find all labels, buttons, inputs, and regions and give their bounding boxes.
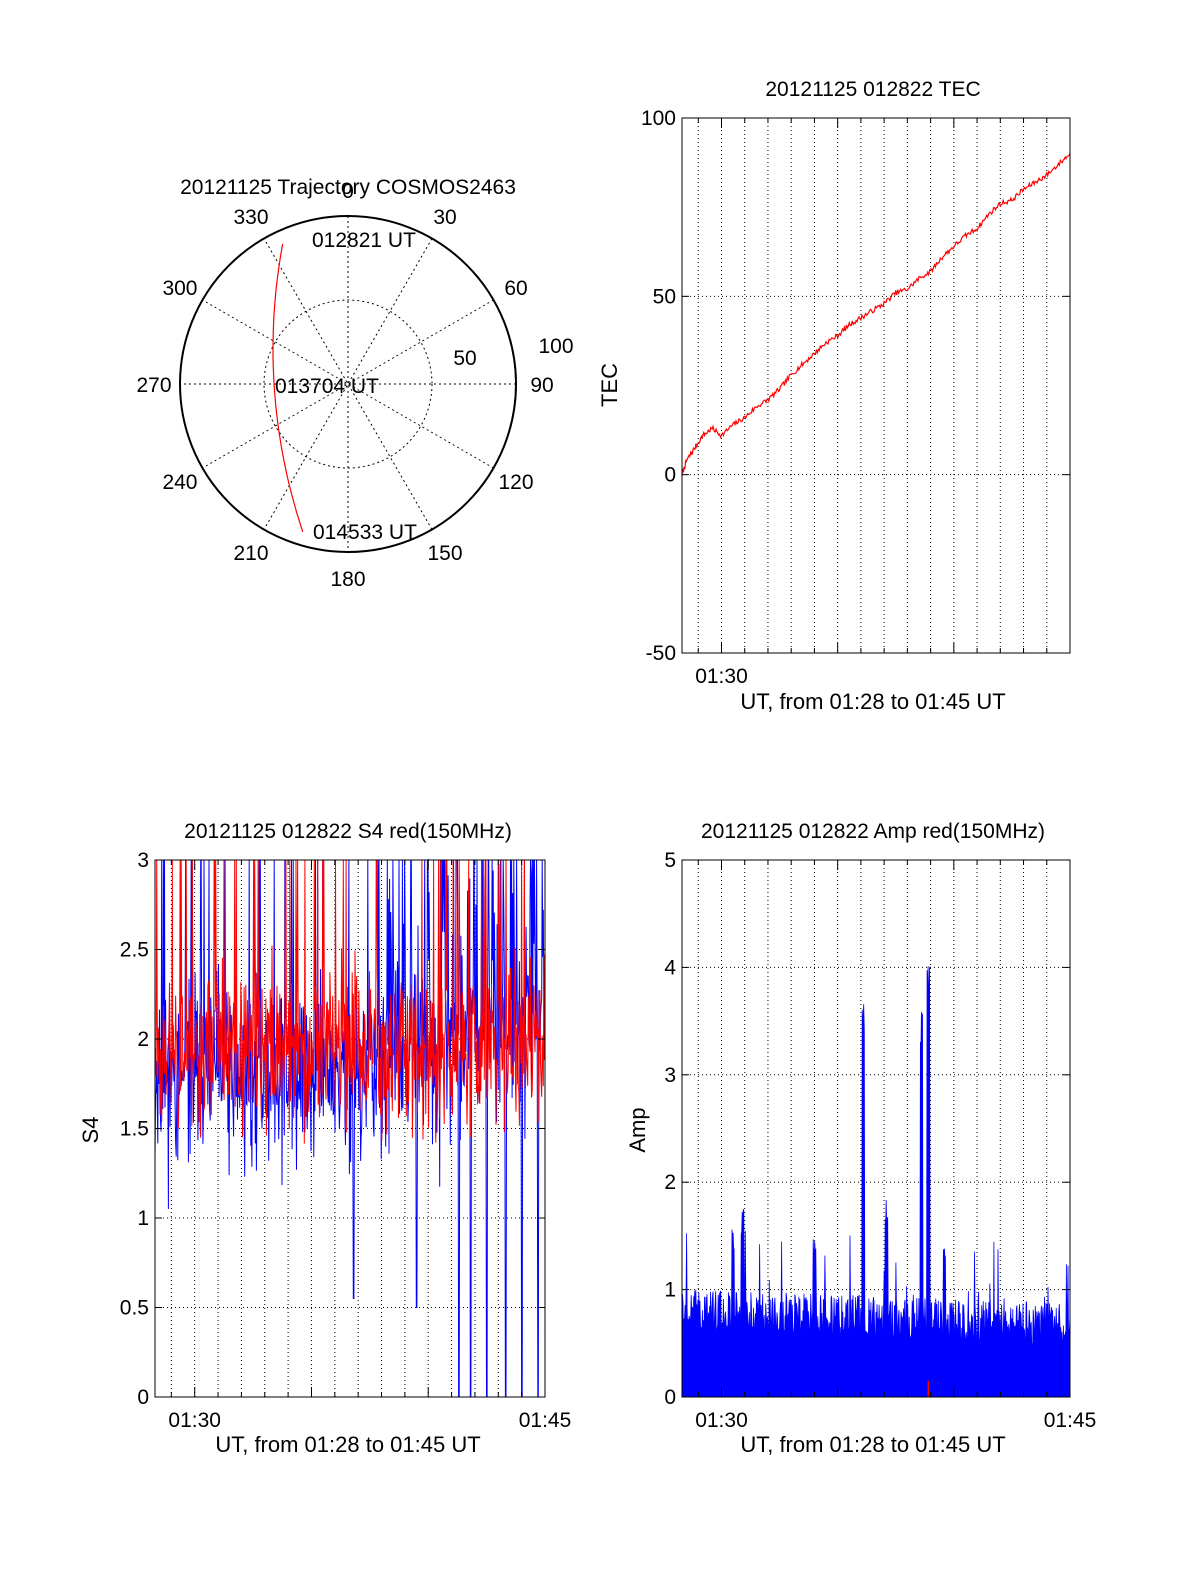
s4-series <box>154 858 546 1398</box>
polar-spoke <box>263 238 433 530</box>
polar-spoke <box>202 299 494 469</box>
polar-azimuth-label: 330 <box>233 206 268 229</box>
s4-x-ticks: 01:30 01:45 <box>168 860 571 1432</box>
amp-series <box>681 966 1071 1398</box>
polar-azimuth-label: 210 <box>233 542 268 565</box>
amp-ytick-label: 3 <box>664 1064 676 1087</box>
amp-blue-series <box>681 966 1071 1398</box>
tec-y-ticks: -50 0 50 100 <box>641 107 1070 665</box>
tec-ytick-label: -50 <box>646 642 676 665</box>
tec-x-ticks: 01:30 <box>695 118 1071 688</box>
s4-ytick-label: 1.5 <box>120 1118 149 1141</box>
amp-y-label: Amp <box>625 1107 650 1152</box>
s4-x-label: UT, from 01:28 to 01:45 UT <box>215 1432 480 1457</box>
trajectory-polar-plot: 20121125 Trajectory COSMOS2463 0 30 60 90 12… <box>136 176 573 591</box>
trajectory-line <box>272 243 304 532</box>
amp-ytick-label: 0 <box>664 1386 676 1409</box>
polar-azimuth-label: 270 <box>136 374 171 397</box>
tec-grid <box>682 118 1070 653</box>
polar-azimuth-label: 60 <box>504 277 527 300</box>
s4-ytick-label: 0 <box>137 1386 149 1409</box>
s4-y-ticks: 0 0.5 1 1.5 2 2.5 3 <box>120 849 545 1409</box>
tec-line <box>681 153 1071 477</box>
amp-ytick-label: 5 <box>664 849 676 872</box>
s4-ytick-label: 2 <box>137 1028 149 1051</box>
tec-ytick-label: 100 <box>641 107 676 130</box>
point-label-middle: 013704 UT <box>275 375 379 398</box>
tec-x-label: UT, from 01:28 to 01:45 UT <box>740 689 1005 714</box>
amp-xtick-label: 01:45 <box>1044 1409 1097 1432</box>
s4-ytick-label: 2.5 <box>120 939 149 962</box>
amp-ytick-label: 2 <box>664 1171 676 1194</box>
polar-grid <box>179 215 517 553</box>
s4-xtick-label: 01:30 <box>168 1409 221 1432</box>
amp-xtick-label: 01:30 <box>695 1409 748 1432</box>
amp-ytick-label: 4 <box>664 956 676 979</box>
polar-azimuth-label: 90 <box>530 374 553 397</box>
s4-y-label: S4 <box>78 1117 103 1144</box>
amp-grid <box>682 860 1070 1397</box>
s4-plot: 20121125 012822 S4 red(150MHz) 0 0.5 1 1.5 2… <box>78 820 571 1457</box>
s4-title: 20121125 012822 S4 red(150MHz) <box>184 820 512 843</box>
s4-ytick-label: 3 <box>137 849 149 872</box>
polar-azimuth-label: 0 <box>342 180 354 203</box>
amp-ytick-label: 1 <box>664 1279 676 1302</box>
tec-frame <box>681 117 1071 654</box>
tec-y-label: TEC <box>597 363 622 407</box>
amp-y-ticks: 0 1 2 3 4 5 <box>664 849 1070 1409</box>
tec-ytick-label: 0 <box>664 464 676 487</box>
amp-frame <box>681 859 1071 1398</box>
amp-plot: 20121125 012822 Amp red(150MHz) 0 1 2 3 4 5 0… <box>625 820 1096 1457</box>
point-label-end: 014533 UT <box>313 521 417 544</box>
polar-azimuth-label: 150 <box>427 542 462 565</box>
radial-tick-label: 50 <box>453 347 476 370</box>
polar-azimuth-label: 180 <box>330 568 365 591</box>
tec-title: 20121125 012822 TEC <box>765 78 980 101</box>
s4-ytick-label: 1 <box>137 1207 149 1230</box>
s4-ytick-label: 0.5 <box>120 1297 149 1320</box>
polar-azimuth-label: 30 <box>433 206 456 229</box>
polar-spoke <box>263 238 433 530</box>
polar-azimuth-label: 120 <box>498 471 533 494</box>
point-label-start: 012821 UT <box>312 229 416 252</box>
polar-spoke <box>202 299 494 469</box>
radial-tick-label: 100 <box>538 335 573 358</box>
amp-x-ticks: 01:30 01:45 <box>695 860 1096 1432</box>
s4-red-line <box>154 859 546 1144</box>
tec-series <box>681 153 1071 477</box>
tec-xtick-label: 01:30 <box>695 665 748 688</box>
polar-azimuth-label: 300 <box>162 277 197 300</box>
tec-ytick-label: 50 <box>653 285 676 308</box>
polar-azimuth-label: 240 <box>162 471 197 494</box>
amp-x-label: UT, from 01:28 to 01:45 UT <box>740 1432 1005 1457</box>
polar-azimuth-labels: 0 30 60 90 120 150 180 210 240 270 300 330 <box>136 180 553 591</box>
amp-title: 20121125 012822 Amp red(150MHz) <box>701 820 1045 843</box>
trajectory-title: 20121125 Trajectory COSMOS2463 <box>180 176 516 199</box>
polar-outer-circle <box>179 215 517 553</box>
polar-track <box>272 243 304 532</box>
s4-xtick-label: 01:45 <box>519 1409 572 1432</box>
